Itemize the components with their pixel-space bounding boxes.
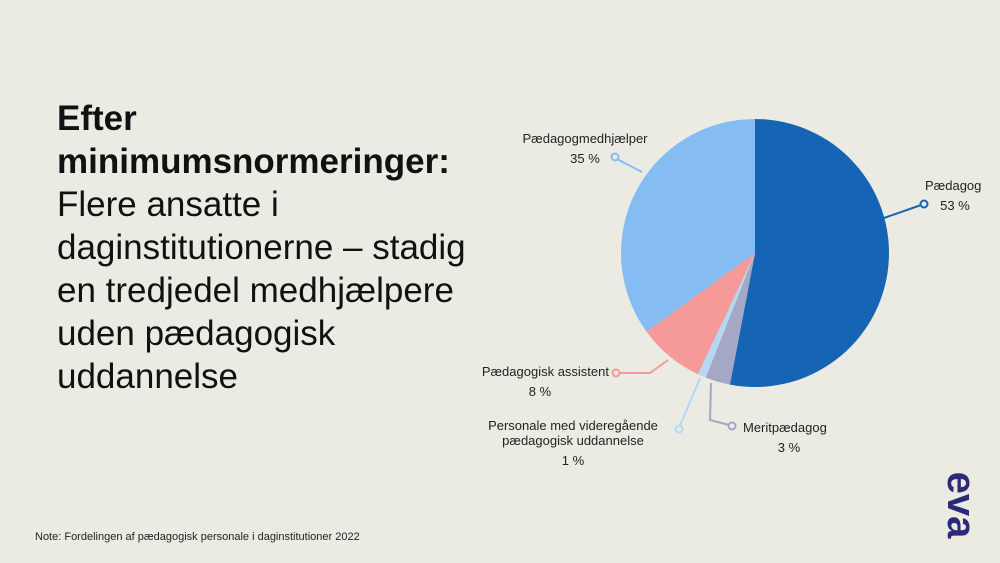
headline-bold: Efter minimumsnormeringer:	[57, 99, 450, 181]
slice-value-label: 8 %	[529, 384, 552, 399]
leader-line	[708, 382, 730, 426]
pie-labels: Pædagog 53 % Meritpædagog 3 % Personale med …	[482, 131, 982, 468]
headline: Efter minimumsnormeringer: Flere ansatte…	[57, 97, 477, 398]
slice-name-label: Pædagogisk assistent	[482, 364, 610, 379]
pie-slice	[697, 253, 755, 378]
pie-slice	[705, 253, 755, 385]
leader-dot	[610, 152, 620, 162]
leader-line	[617, 359, 669, 374]
slice-value-label: 35 %	[570, 151, 600, 166]
headline-regular: Flere ansatte i daginstitutionerne – sta…	[57, 185, 466, 396]
slice-name-label: pædagogisk uddannelse	[502, 433, 644, 448]
eva-logo-icon: eva	[939, 472, 976, 539]
footnote: Note: Fordelingen af pædagogisk personal…	[35, 531, 360, 543]
pie-slices	[621, 119, 889, 387]
leader-dot	[611, 368, 621, 378]
pie-slice	[729, 119, 889, 387]
pie-slice	[646, 253, 755, 375]
slice-name-label: Personale med videregående	[488, 418, 658, 433]
slice-name-label: Pædagog	[925, 178, 981, 193]
pie-slice	[621, 119, 755, 332]
logo-text: eva	[939, 472, 976, 539]
leader-dot	[674, 424, 684, 434]
slice-value-label: 3 %	[778, 440, 801, 455]
leader-line	[883, 203, 925, 219]
leader-dot	[919, 199, 929, 209]
slice-name-label: Meritpædagog	[743, 420, 827, 435]
leader-line	[614, 157, 643, 173]
leader-dot	[727, 421, 737, 431]
slice-value-label: 1 %	[562, 453, 585, 468]
leader-line	[678, 377, 701, 429]
slice-name-label: Pædagogmedhjælper	[522, 131, 648, 146]
slice-value-label: 53 %	[940, 198, 970, 213]
